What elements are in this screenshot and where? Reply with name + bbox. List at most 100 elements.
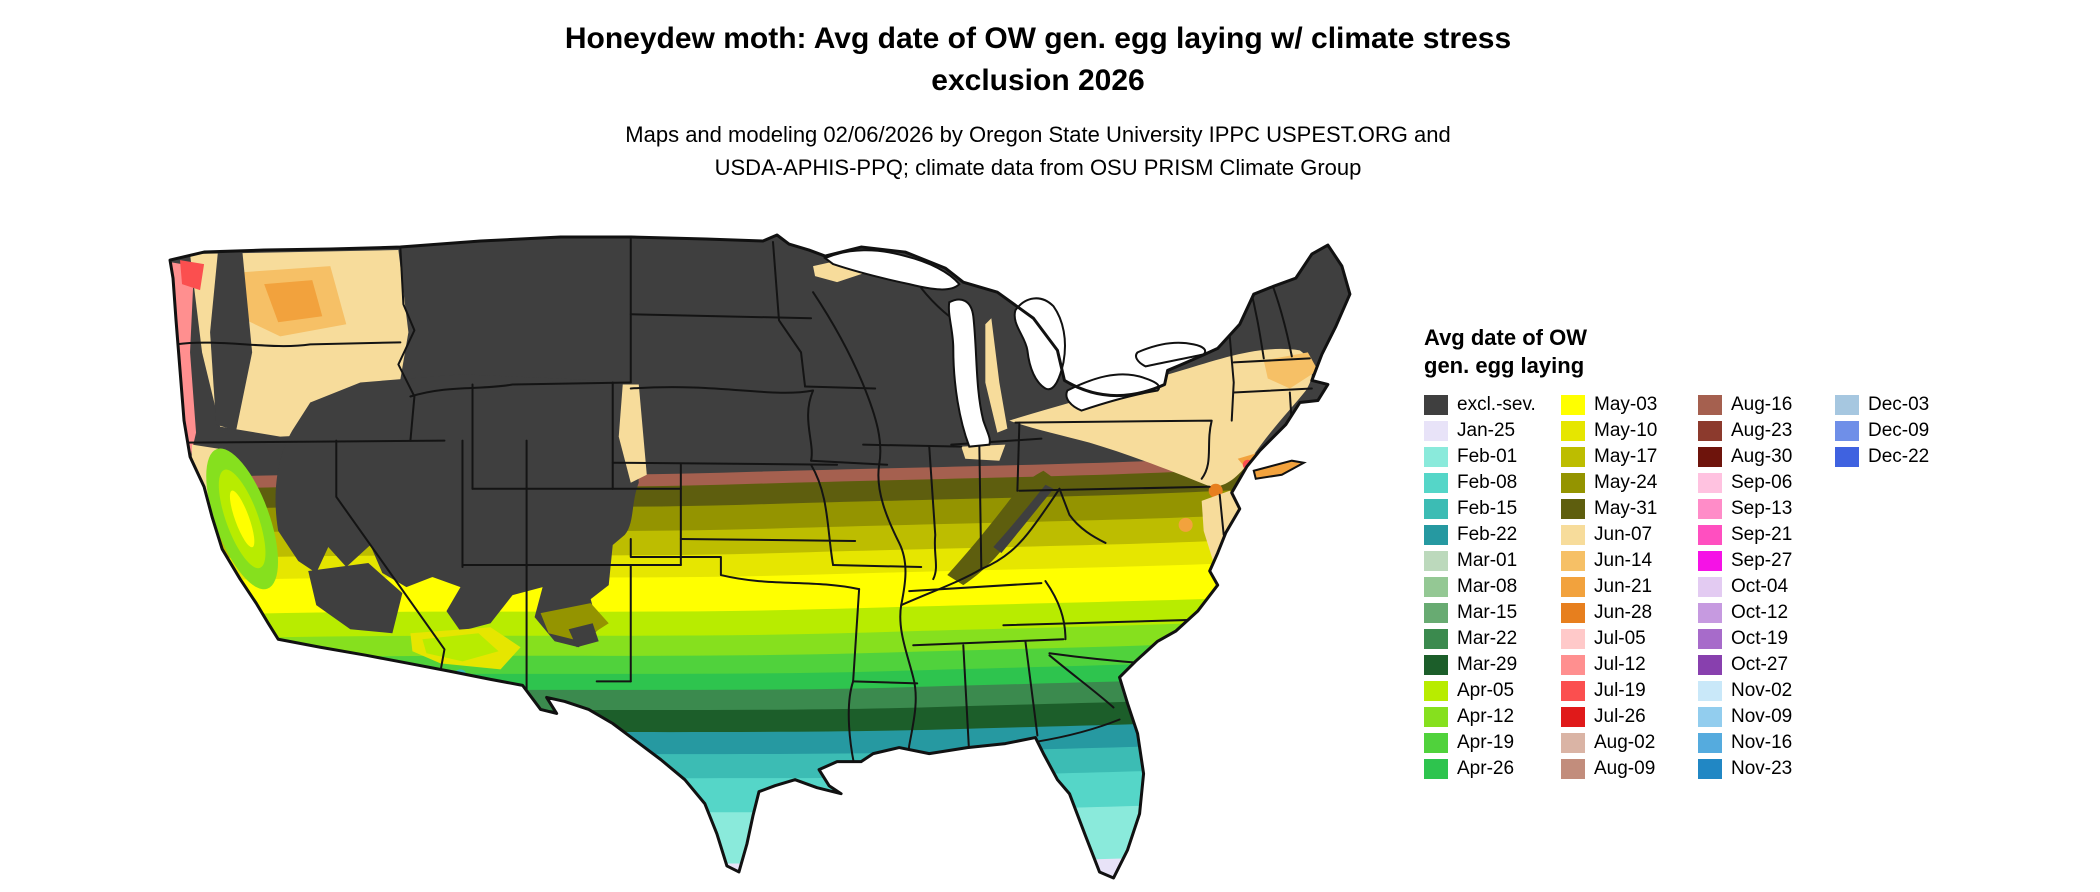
legend-swatch: [1698, 577, 1722, 598]
legend-item: excl.-sev.: [1424, 392, 1561, 418]
legend-swatch: [1698, 603, 1722, 624]
legend-title-line-2: gen. egg laying: [1424, 353, 1585, 379]
legend-swatch: [1698, 551, 1722, 572]
map-legend: Avg date of OW gen. egg laying excl.-sev…: [1424, 324, 2094, 782]
legend-label: May-03: [1594, 394, 1658, 416]
long-island: [1252, 459, 1307, 480]
legend-swatch: [1698, 447, 1722, 468]
legend-swatch: [1561, 577, 1585, 598]
legend-item: Nov-16: [1698, 730, 1835, 756]
legend-label: Sep-21: [1731, 524, 1793, 546]
legend-label: Aug-02: [1594, 732, 1656, 754]
legend-item: Nov-23: [1698, 756, 1835, 782]
legend-label: Nov-09: [1731, 706, 1793, 728]
legend-swatch: [1424, 447, 1448, 468]
legend-item: Jun-21: [1561, 574, 1698, 600]
legend-label: Feb-22: [1457, 524, 1518, 546]
title-line-2: exclusion 2026: [931, 64, 1145, 97]
lake-michigan: [947, 298, 991, 448]
legend-column-2: May-03 May-10 May-17 May-24 May-31 Jun-07 Jun-…: [1561, 392, 1698, 782]
western-overlays: [170, 249, 647, 682]
legend-label: Aug-16: [1731, 394, 1793, 416]
legend-swatch: [1424, 577, 1448, 598]
legend-item: Jun-28: [1561, 600, 1698, 626]
legend-label: Aug-09: [1594, 758, 1656, 780]
title-block: Honeydew moth: Avg date of OW gen. egg l…: [0, 18, 2076, 184]
legend-label: Aug-23: [1731, 420, 1793, 442]
legend-label: Oct-12: [1731, 602, 1789, 624]
us-outline: [168, 233, 1352, 880]
legend-item: Feb-22: [1424, 522, 1561, 548]
legend-item: Apr-05: [1424, 678, 1561, 704]
lake-erie: [1065, 373, 1161, 412]
legend-label: Feb-08: [1457, 472, 1518, 494]
legend-swatch: [1561, 395, 1585, 416]
legend-item: May-10: [1561, 418, 1698, 444]
legend-item: Nov-02: [1698, 678, 1835, 704]
legend-label: Apr-05: [1457, 680, 1515, 702]
legend-label: Nov-16: [1731, 732, 1793, 754]
legend-swatch: [1835, 447, 1859, 468]
legend-item: Aug-16: [1698, 392, 1835, 418]
legend-swatch: [1424, 759, 1448, 780]
legend-item: Aug-30: [1698, 444, 1835, 470]
legend-label: Jan-25: [1457, 420, 1516, 442]
legend-item: Apr-19: [1424, 730, 1561, 756]
legend-label: Jul-26: [1594, 706, 1646, 728]
legend-item: Jul-12: [1561, 652, 1698, 678]
legend-label: Dec-09: [1868, 420, 1930, 442]
legend-label: Oct-27: [1731, 654, 1789, 676]
legend-swatch: [1424, 473, 1448, 494]
legend-label: Nov-23: [1731, 758, 1793, 780]
legend-label: Dec-03: [1868, 394, 1930, 416]
legend-label: Feb-15: [1457, 498, 1518, 520]
legend-label: Sep-13: [1731, 498, 1793, 520]
legend-column-1: excl.-sev. Jan-25 Feb-01 Feb-08 Feb-15 Feb-22…: [1424, 392, 1561, 782]
legend-columns: excl.-sev. Jan-25 Feb-01 Feb-08 Feb-15 Feb-22…: [1424, 392, 2094, 782]
legend-swatch: [1424, 499, 1448, 520]
lake-huron: [1013, 297, 1066, 391]
legend-item: May-17: [1561, 444, 1698, 470]
legend-item: Mar-15: [1424, 600, 1561, 626]
legend-item: Feb-01: [1424, 444, 1561, 470]
legend-item: Oct-27: [1698, 652, 1835, 678]
subtitle-line-1: Maps and modeling 02/06/2026 by Oregon S…: [625, 122, 1451, 147]
legend-label: Apr-12: [1457, 706, 1515, 728]
legend-swatch: [1698, 759, 1722, 780]
legend-item: Jun-07: [1561, 522, 1698, 548]
legend-swatch: [1561, 733, 1585, 754]
legend-swatch: [1698, 525, 1722, 546]
legend-item: May-24: [1561, 470, 1698, 496]
legend-swatch: [1561, 603, 1585, 624]
legend-item: Oct-19: [1698, 626, 1835, 652]
legend-item: Mar-08: [1424, 574, 1561, 600]
legend-label: Mar-01: [1457, 550, 1518, 572]
legend-swatch: [1698, 655, 1722, 676]
legend-label: Jun-21: [1594, 576, 1653, 598]
legend-swatch: [1835, 395, 1859, 416]
legend-label: Mar-22: [1457, 628, 1518, 650]
legend-item: Jul-26: [1561, 704, 1698, 730]
legend-item: Jan-25: [1424, 418, 1561, 444]
legend-item: Aug-09: [1561, 756, 1698, 782]
legend-swatch: [1424, 395, 1448, 416]
legend-swatch: [1561, 551, 1585, 572]
legend-item: Jul-05: [1561, 626, 1698, 652]
legend-item: Sep-06: [1698, 470, 1835, 496]
legend-label: Sep-27: [1731, 550, 1793, 572]
legend-label: Oct-19: [1731, 628, 1789, 650]
subtitle-line-2: USDA-APHIS-PPQ; climate data from OSU PR…: [714, 155, 1362, 180]
legend-item: Dec-09: [1835, 418, 1972, 444]
legend-item: Aug-23: [1698, 418, 1835, 444]
appalachian-overlay: [947, 470, 1058, 586]
great-lakes: [823, 249, 1207, 448]
legend-item: Feb-15: [1424, 496, 1561, 522]
legend-swatch: [1698, 629, 1722, 650]
legend-swatch: [1424, 655, 1448, 676]
legend-label: Jul-05: [1594, 628, 1646, 650]
legend-swatch: [1561, 421, 1585, 442]
legend-swatch: [1561, 525, 1585, 546]
legend-title: Avg date of OW gen. egg laying: [1424, 324, 2094, 380]
legend-label: Mar-08: [1457, 576, 1518, 598]
legend-label: Mar-15: [1457, 602, 1518, 624]
